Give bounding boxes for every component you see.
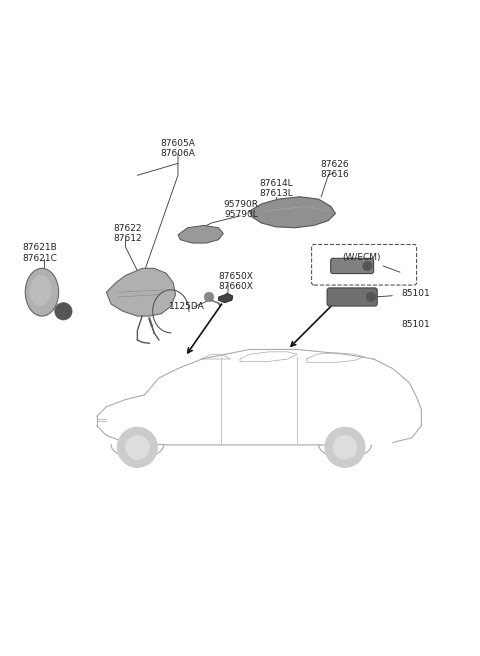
Text: (W/ECM): (W/ECM)	[342, 253, 381, 262]
FancyBboxPatch shape	[327, 288, 377, 306]
Text: 95790R
95790L: 95790R 95790L	[224, 200, 258, 219]
PathPatch shape	[250, 197, 336, 228]
Polygon shape	[218, 294, 233, 302]
PathPatch shape	[107, 268, 176, 316]
Circle shape	[333, 436, 357, 459]
Circle shape	[117, 427, 157, 467]
Text: 87622
87612: 87622 87612	[114, 224, 142, 243]
Circle shape	[363, 261, 372, 271]
Text: 87621B
87621C: 87621B 87621C	[22, 243, 57, 263]
Ellipse shape	[25, 268, 59, 316]
PathPatch shape	[178, 226, 223, 243]
Circle shape	[325, 427, 365, 467]
Text: 87626
87616: 87626 87616	[320, 160, 349, 179]
Text: 87614L
87613L: 87614L 87613L	[259, 179, 293, 198]
Ellipse shape	[30, 276, 51, 306]
Text: 87650X
87660X: 87650X 87660X	[219, 272, 253, 291]
Circle shape	[55, 302, 72, 320]
Circle shape	[204, 292, 214, 302]
Circle shape	[366, 292, 376, 302]
Text: 1125DA: 1125DA	[168, 302, 204, 310]
FancyBboxPatch shape	[331, 258, 373, 274]
Text: 87605A
87606A: 87605A 87606A	[160, 139, 195, 158]
Text: 85101: 85101	[401, 320, 430, 329]
Text: 85101: 85101	[401, 289, 430, 298]
Circle shape	[125, 436, 149, 459]
